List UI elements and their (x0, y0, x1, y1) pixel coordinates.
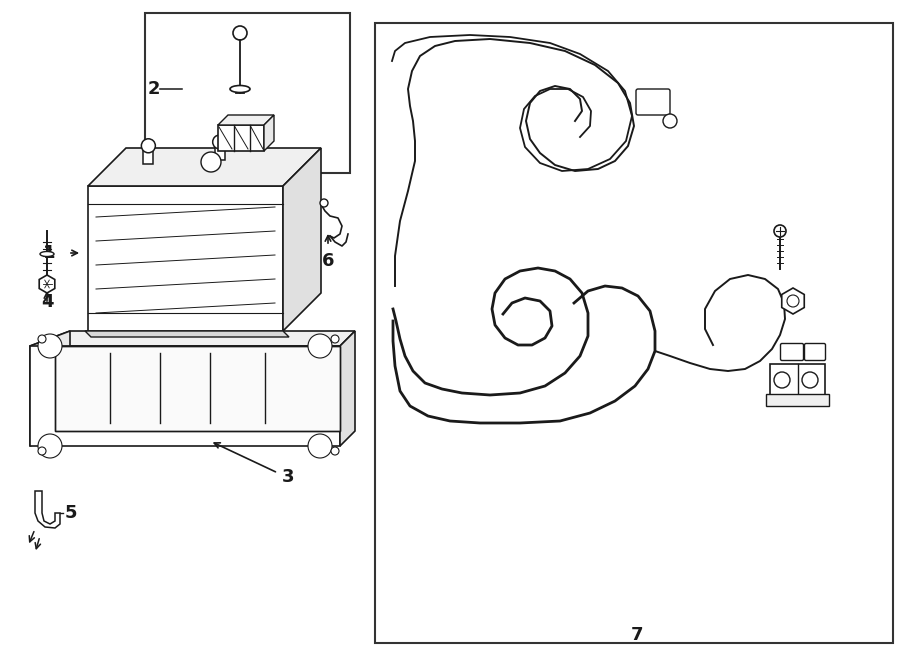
Circle shape (320, 199, 328, 207)
Text: 4: 4 (40, 293, 53, 311)
Bar (145, 13, 350, 173)
Bar (55, 346, 340, 431)
Polygon shape (283, 148, 321, 331)
Circle shape (663, 114, 677, 128)
Text: 3: 3 (282, 468, 294, 486)
Polygon shape (782, 288, 805, 314)
Circle shape (141, 139, 156, 153)
Bar (215, 144, 225, 160)
Polygon shape (30, 346, 340, 446)
Circle shape (233, 26, 247, 40)
Bar (143, 148, 153, 164)
Bar (770, 364, 825, 396)
Circle shape (331, 335, 339, 343)
Bar (88, 186, 283, 331)
FancyBboxPatch shape (805, 344, 825, 360)
Text: 6: 6 (322, 252, 334, 270)
Ellipse shape (230, 85, 250, 93)
Text: 1: 1 (42, 244, 55, 262)
Circle shape (38, 335, 46, 343)
Polygon shape (264, 115, 274, 151)
Polygon shape (88, 148, 321, 186)
Text: 7: 7 (631, 626, 644, 644)
Circle shape (774, 372, 790, 388)
Circle shape (802, 372, 818, 388)
Circle shape (38, 434, 62, 458)
Circle shape (787, 295, 799, 307)
Bar (55, 346, 340, 431)
Ellipse shape (40, 251, 54, 256)
Circle shape (308, 434, 332, 458)
Text: 2: 2 (148, 80, 160, 98)
FancyBboxPatch shape (636, 89, 670, 115)
Polygon shape (30, 331, 355, 346)
Circle shape (212, 135, 227, 149)
Circle shape (38, 447, 46, 455)
Bar (766, 394, 829, 406)
Bar (218, 125, 264, 151)
Polygon shape (40, 275, 55, 293)
Polygon shape (30, 331, 70, 446)
Circle shape (201, 152, 221, 172)
Bar (375, 23, 893, 643)
Polygon shape (85, 331, 289, 337)
Circle shape (308, 334, 332, 358)
Polygon shape (340, 331, 355, 446)
Polygon shape (35, 491, 60, 528)
Text: 5: 5 (65, 504, 77, 522)
Polygon shape (218, 115, 274, 125)
FancyBboxPatch shape (780, 344, 804, 360)
Circle shape (38, 334, 62, 358)
Circle shape (331, 447, 339, 455)
Circle shape (774, 225, 786, 237)
